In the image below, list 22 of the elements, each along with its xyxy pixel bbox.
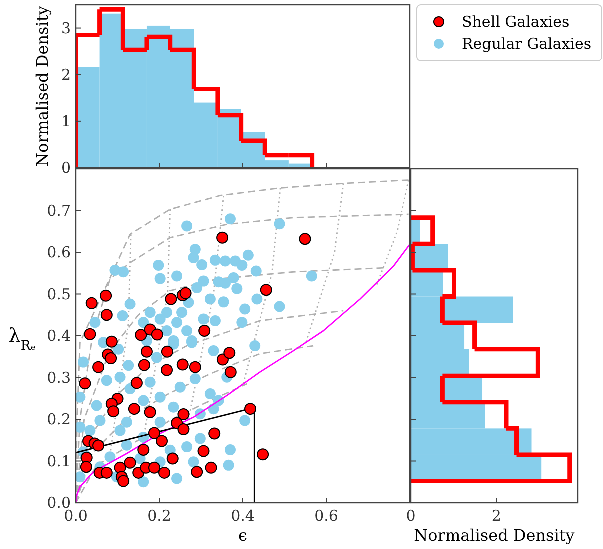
- x-axis-title: Normalised Density: [414, 526, 575, 545]
- y-axis-title: Normalised Density: [33, 6, 52, 167]
- y-tick-label: 0.7: [47, 202, 71, 220]
- x-axis-title: ϵ: [238, 526, 248, 545]
- y-tick-label: 3: [61, 19, 71, 38]
- x-tick-label: 0.4: [231, 507, 255, 525]
- x-tick-label: 2: [492, 507, 502, 525]
- y-tick-label: 0.5: [47, 285, 71, 304]
- y-tick-label: 0.4: [47, 327, 71, 345]
- y-axis-title: λ$_{Rₑ}$: [8, 325, 36, 354]
- legend-label: Regular Galaxies: [462, 35, 592, 53]
- x-tick-label: 0.2: [148, 507, 172, 525]
- y-tick-label: 0.3: [47, 368, 71, 387]
- legend-label: Shell Galaxies: [462, 13, 570, 31]
- y-tick-label: 1: [61, 112, 71, 130]
- y-tick-label: 0: [61, 159, 71, 177]
- y-tick-label: 0.1: [47, 452, 71, 470]
- y-tick-label: 0.2: [47, 410, 71, 428]
- y-tick-label: 0.6: [47, 244, 71, 262]
- x-tick-label: 0: [406, 507, 416, 525]
- y-tick-label: 2: [61, 66, 71, 84]
- x-tick-label: 0.6: [314, 507, 338, 525]
